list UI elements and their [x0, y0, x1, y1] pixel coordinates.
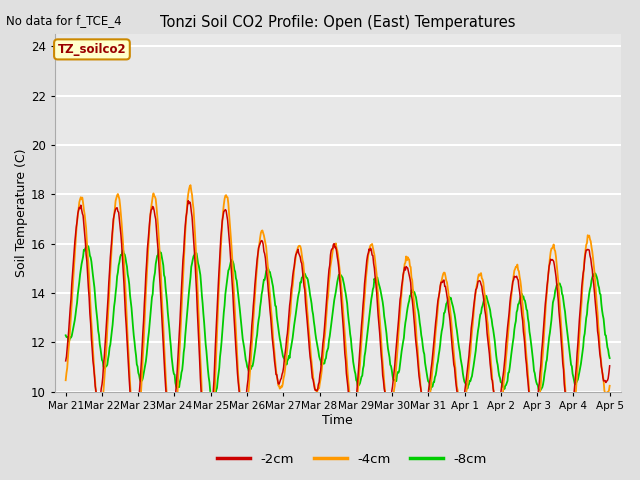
Line: -8cm: -8cm	[66, 245, 610, 403]
-8cm	[405, 298, 413, 304]
-8cm	[421, 360, 429, 366]
Legend: -2cm, -4cm, -8cm: -2cm, -4cm, -8cm	[211, 447, 493, 471]
-8cm	[606, 355, 614, 361]
Text: TZ_soilco2: TZ_soilco2	[58, 43, 126, 56]
-4cm	[405, 256, 413, 262]
-4cm	[62, 377, 70, 383]
-2cm	[606, 363, 614, 369]
-2cm	[213, 309, 221, 315]
-8cm	[184, 306, 191, 312]
-2cm	[405, 272, 413, 278]
-4cm	[127, 405, 135, 410]
-4cm	[183, 208, 191, 214]
-2cm	[421, 400, 429, 406]
Y-axis label: Soil Temperature (C): Soil Temperature (C)	[15, 149, 28, 277]
-2cm	[72, 232, 79, 238]
-4cm	[421, 408, 429, 414]
Line: -4cm: -4cm	[66, 185, 610, 480]
-4cm	[204, 479, 212, 480]
-2cm	[203, 459, 211, 465]
-2cm	[127, 405, 135, 410]
-8cm	[83, 242, 91, 248]
-4cm	[606, 383, 614, 389]
-8cm	[62, 333, 70, 338]
-8cm	[213, 385, 221, 391]
-2cm	[62, 358, 70, 364]
-2cm	[183, 210, 191, 216]
-4cm	[187, 182, 195, 188]
-4cm	[213, 331, 221, 336]
Title: Tonzi Soil CO2 Profile: Open (East) Temperatures: Tonzi Soil CO2 Profile: Open (East) Temp…	[160, 15, 515, 30]
-8cm	[209, 400, 216, 406]
-8cm	[72, 312, 79, 318]
-4cm	[72, 241, 79, 247]
-8cm	[129, 315, 136, 321]
-2cm	[184, 198, 192, 204]
X-axis label: Time: Time	[323, 414, 353, 427]
Line: -2cm: -2cm	[66, 201, 610, 462]
Text: No data for f_TCE_4: No data for f_TCE_4	[6, 14, 122, 27]
